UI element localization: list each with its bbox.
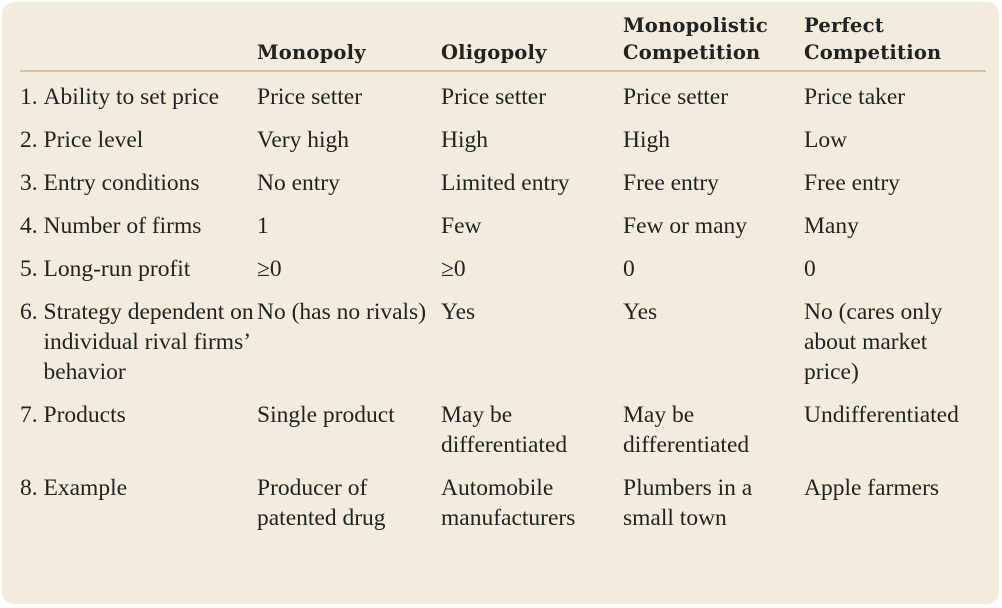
row-label-text: Entry conditions <box>43 170 200 196</box>
row-label: 8. Example <box>20 473 257 503</box>
row-label: 4. Number of firms <box>20 211 257 241</box>
row-label-cell: 3. Entry conditions <box>20 168 257 211</box>
cell-oligopoly: High <box>441 127 488 153</box>
cell-monopoly: 1 <box>257 213 269 239</box>
row-number: 7. <box>20 402 44 428</box>
cell-monopolistic-competition: May be differentiated <box>623 402 750 458</box>
header-cell-perfect-competition: Perfect Competition <box>804 14 942 64</box>
cell-perfect-competition: Free entry <box>804 170 900 196</box>
cell-monopolistic-competition: Plumbers in a small town <box>623 475 753 531</box>
cell-monopolistic-competition: Free entry <box>623 170 719 196</box>
table-row: 2. Price level Very high High High Low <box>20 125 986 168</box>
cell-perfect-competition: No (cares only about market price) <box>804 299 943 385</box>
row-number: 5. <box>20 256 44 282</box>
cell-perfect-competition: Undifferentiated <box>804 402 959 428</box>
row-label-cell: 2. Price level <box>20 125 257 168</box>
cell-oligopoly: Price setter <box>441 84 547 110</box>
cell-oligopoly: Limited entry <box>441 170 570 196</box>
row-label-text: Price level <box>43 127 144 153</box>
cell-oligopoly: Yes <box>441 299 476 325</box>
row-label-cell: 4. Number of firms <box>20 211 257 254</box>
header-cell-monopoly: Monopoly <box>257 41 366 64</box>
row-label-text: Example <box>43 475 128 501</box>
row-label: 7. Products <box>20 400 257 430</box>
cell-oligopoly: Automobile manufacturers <box>441 475 576 531</box>
table-row: 8. Example Producer of patented drug Autom… <box>20 473 986 546</box>
row-number: 8. <box>20 475 44 501</box>
row-label: 6. Strategy dependent on individual riva… <box>20 297 257 387</box>
header-cell-blank <box>20 12 257 71</box>
row-label-cell: 5. Long-run profit <box>20 254 257 297</box>
row-label-cell: 6. Strategy dependent on individual riva… <box>20 297 257 400</box>
cell-monopolistic-competition: Few or many <box>623 213 748 239</box>
cell-monopoly: Very high <box>257 127 350 153</box>
cell-perfect-competition: Many <box>804 213 859 239</box>
row-label: 2. Price level <box>20 125 257 155</box>
row-label-text: Strategy dependent on individual rival f… <box>43 299 254 385</box>
market-structure-table: Monopoly Oligopoly Monopolistic Competit… <box>20 12 986 546</box>
row-label-cell: 1. Ability to set price <box>20 71 257 125</box>
header-row: Monopoly Oligopoly Monopolistic Competit… <box>20 12 986 71</box>
cell-perfect-competition: Apple farmers <box>804 475 940 501</box>
row-label-text: Number of firms <box>43 213 202 239</box>
cell-perfect-competition: Low <box>804 127 848 153</box>
row-number: 4. <box>20 213 44 239</box>
cell-monopoly: Single product <box>257 402 395 428</box>
cell-oligopoly: ≥0 <box>441 256 466 282</box>
row-number: 2. <box>20 127 44 153</box>
row-label-cell: 7. Products <box>20 400 257 473</box>
cell-monopolistic-competition: Price setter <box>623 84 729 110</box>
header-cell-oligopoly: Oligopoly <box>441 41 547 64</box>
cell-oligopoly: May be differentiated <box>441 402 568 458</box>
row-number: 3. <box>20 170 44 196</box>
row-label-cell: 8. Example <box>20 473 257 546</box>
row-label-text: Long-run profit <box>43 256 191 282</box>
cell-monopoly: No (has no rivals) <box>257 299 427 325</box>
cell-monopolistic-competition: Yes <box>623 299 658 325</box>
cell-monopolistic-competition: 0 <box>623 256 635 282</box>
cell-oligopoly: Few <box>441 213 482 239</box>
cell-monopoly: Producer of patented drug <box>257 475 386 531</box>
row-label: 1. Ability to set price <box>20 82 257 112</box>
table-row: 4. Number of firms 1 Few Few or many Many <box>20 211 986 254</box>
row-number: 6. <box>20 299 44 325</box>
row-label-text: Ability to set price <box>43 84 220 110</box>
table-row: 6. Strategy dependent on individual riva… <box>20 297 986 400</box>
cell-perfect-competition: Price taker <box>804 84 906 110</box>
table-row: 7. Products Single product May be differen… <box>20 400 986 473</box>
cell-monopoly: Price setter <box>257 84 363 110</box>
cell-monopolistic-competition: High <box>623 127 670 153</box>
row-number: 1. <box>20 84 44 110</box>
cell-monopoly: ≥0 <box>257 256 282 282</box>
row-label: 5. Long-run profit <box>20 254 257 284</box>
table-row: 3. Entry conditions No entry Limited entry… <box>20 168 986 211</box>
row-label-text: Products <box>43 402 126 428</box>
row-label: 3. Entry conditions <box>20 168 257 198</box>
cell-perfect-competition: 0 <box>804 256 816 282</box>
header-cell-monopolistic-competition: Monopolistic Competition <box>623 14 768 64</box>
table-row: 1. Ability to set price Price setter Price… <box>20 71 986 125</box>
table-row: 5. Long-run profit ≥0 ≥0 0 0 <box>20 254 986 297</box>
cell-monopoly: No entry <box>257 170 340 196</box>
